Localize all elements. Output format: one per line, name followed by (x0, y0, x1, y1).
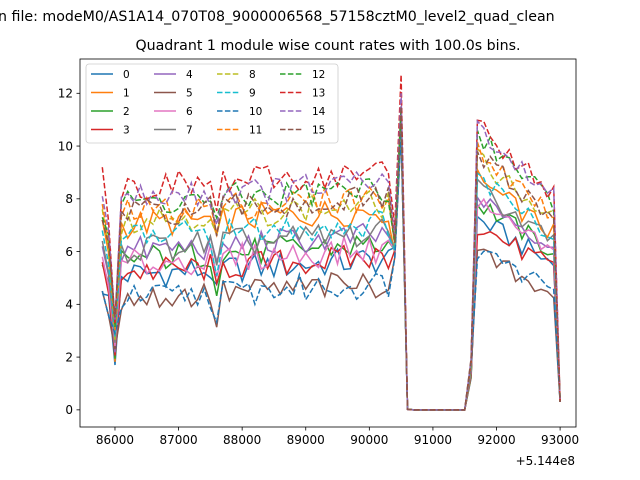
legend-label-3: 3 (123, 125, 130, 137)
series-line-10 (101, 132, 561, 411)
x-tick-label: 90000 (350, 433, 388, 447)
legend-label-9: 9 (249, 88, 256, 100)
series-line-13 (101, 74, 561, 411)
x-tick-label: 91000 (414, 433, 452, 447)
series-line-14 (101, 93, 561, 411)
legend-label-8: 8 (249, 69, 256, 81)
series-lines (101, 74, 561, 411)
y-tick-label: 6 (65, 245, 73, 259)
series-line-1 (101, 124, 561, 411)
series-line-2 (101, 119, 561, 411)
x-tick-label: 86000 (96, 433, 134, 447)
y-tick-label: 0 (65, 403, 73, 417)
legend-label-4: 4 (186, 69, 193, 81)
y-tick-label: 4 (65, 298, 73, 312)
legend-label-13: 13 (312, 88, 325, 100)
y-tick-label: 12 (58, 87, 73, 101)
legend-label-14: 14 (312, 106, 326, 118)
y-tick-label: 2 (65, 350, 73, 364)
series-line-3 (101, 119, 561, 411)
series-line-4 (101, 114, 561, 411)
legend-label-10: 10 (249, 106, 262, 118)
series-line-9 (101, 119, 561, 411)
x-offset-label: +5.144e8 (516, 454, 575, 468)
legend-label-0: 0 (123, 69, 130, 81)
x-axis: 86000 87000 88000 89000 90000 91000 92000 93000 (96, 427, 579, 447)
legend-box (85, 63, 339, 144)
legend-label-7: 7 (186, 125, 193, 137)
series-line-5 (101, 132, 561, 411)
legend-label-1: 1 (123, 88, 130, 100)
series-line-12 (101, 106, 561, 411)
series-line-7 (101, 119, 561, 411)
x-tick-label: 88000 (223, 433, 261, 447)
series-line-15 (101, 106, 561, 411)
legend-label-11: 11 (249, 125, 262, 137)
y-tick-label: 8 (65, 192, 73, 206)
plot-frame (79, 58, 577, 428)
legend-label-15: 15 (312, 125, 325, 137)
chart-title: Quadrant 1 module wise count rates with … (135, 38, 520, 54)
x-tick-label: 92000 (477, 433, 515, 447)
legend-label-6: 6 (186, 106, 193, 118)
x-tick-label: 89000 (287, 433, 325, 447)
legend-label-2: 2 (123, 106, 130, 118)
y-tick-label: 10 (58, 139, 73, 153)
legend-label-12: 12 (312, 69, 325, 81)
series-line-6 (101, 119, 561, 411)
series-line-8 (101, 114, 561, 411)
y-axis: 0 2 4 6 8 10 12 (58, 87, 80, 417)
x-tick-label: 87000 (159, 433, 197, 447)
legend-label-5: 5 (186, 88, 193, 100)
series-line-11 (101, 106, 561, 411)
x-tick-label: 93000 (541, 433, 579, 447)
suptitle: n file: modeM0/AS1A14_070T08_9000006568_… (0, 9, 555, 25)
